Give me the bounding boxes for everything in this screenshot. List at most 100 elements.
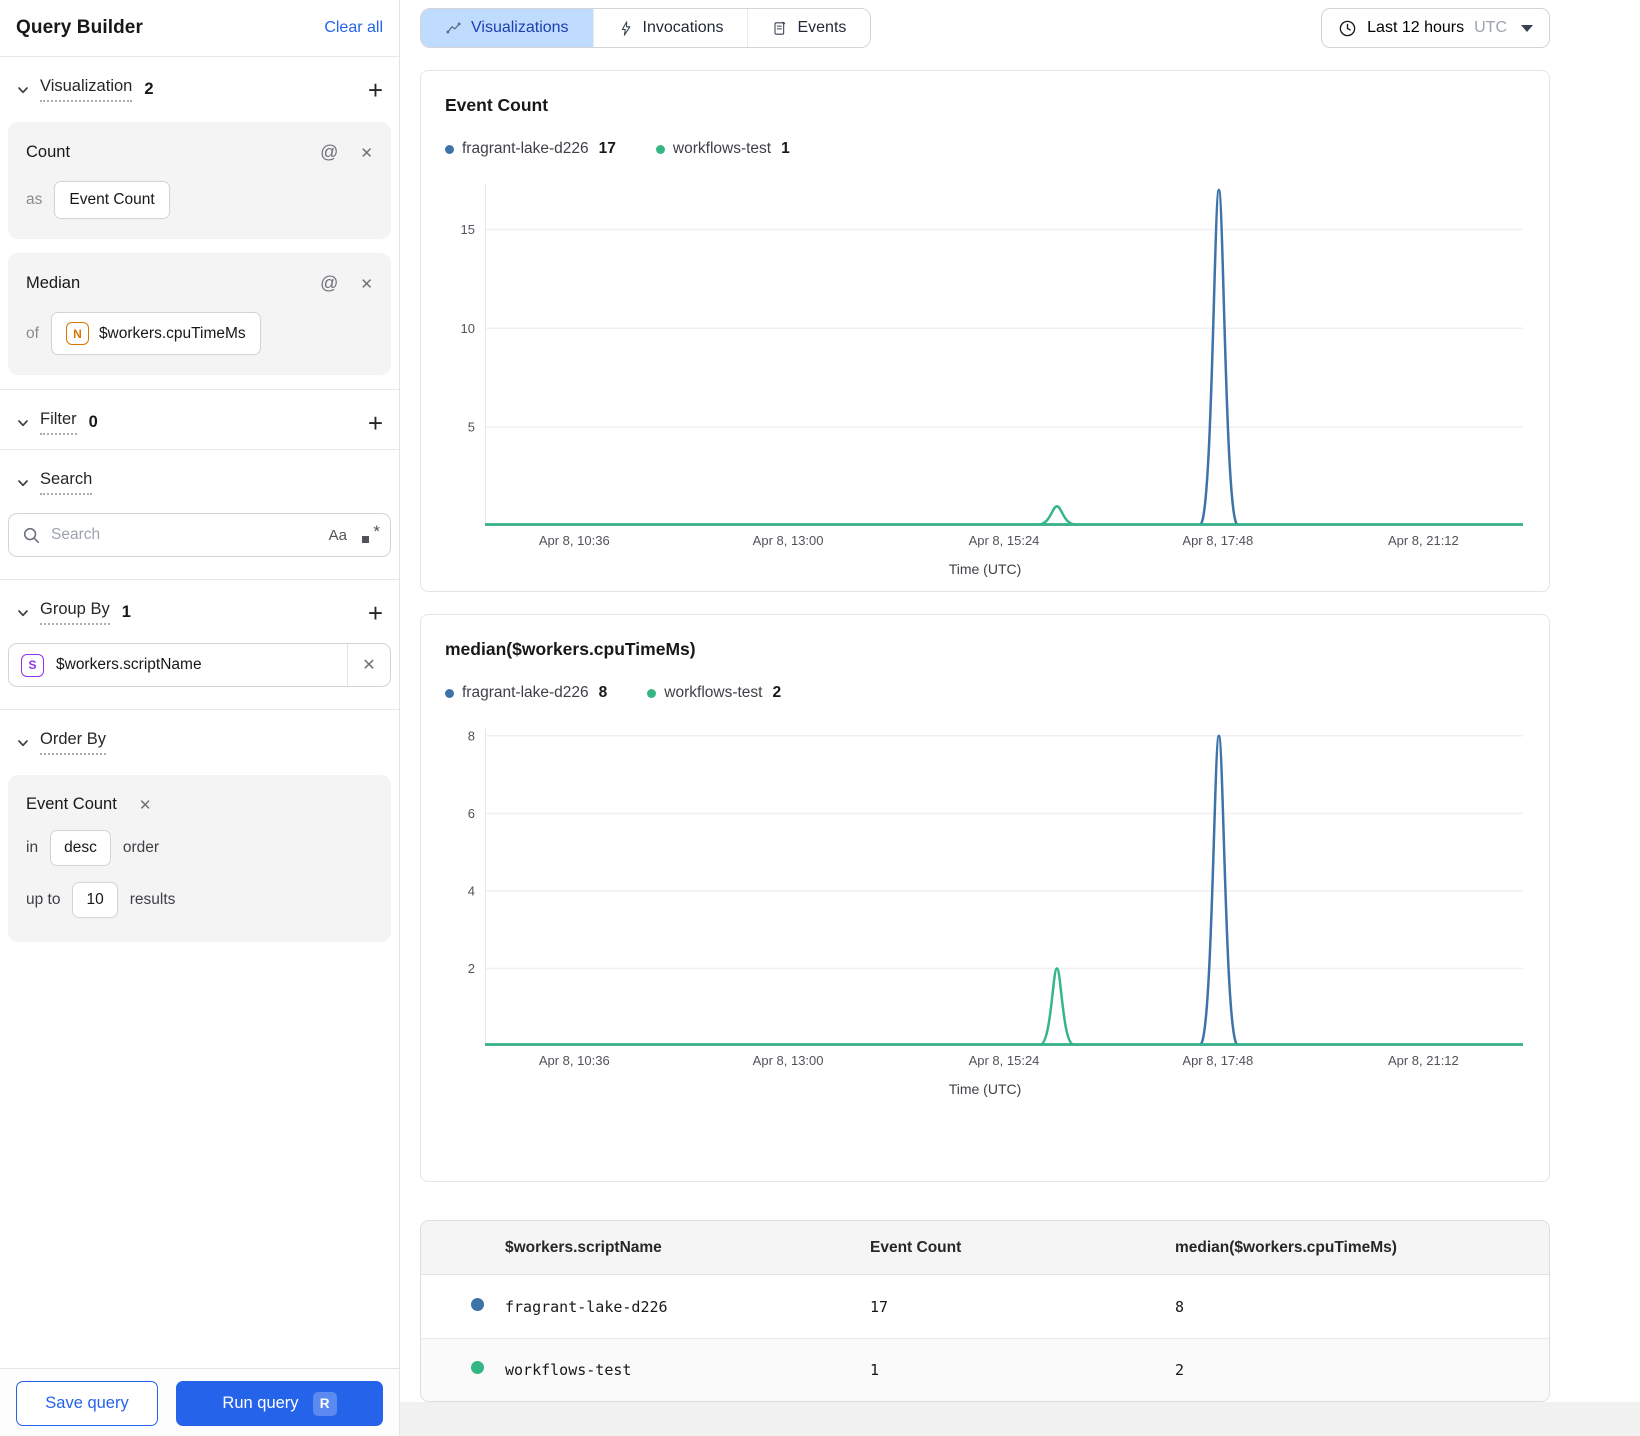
cell-median: 8 (1175, 1297, 1185, 1316)
results-table: $workers.scriptName Event Count median($… (420, 1220, 1550, 1402)
sidebar-footer: Save query Run query R (0, 1368, 399, 1436)
chart-line-icon (446, 21, 461, 33)
tab-events[interactable]: Events (747, 9, 871, 47)
table-header-row: $workers.scriptName Event Count median($… (421, 1221, 1549, 1275)
x-axis-title: Time (UTC) (948, 561, 1022, 577)
column-script-name: $workers.scriptName (505, 1238, 662, 1256)
svg-text:Apr 8, 17:48: Apr 8, 17:48 (1182, 533, 1253, 548)
chevron-down-icon[interactable] (16, 83, 30, 97)
x-axis-title: Time (UTC) (948, 1081, 1022, 1097)
result-limit-input[interactable]: 10 (72, 882, 118, 918)
of-label: of (26, 324, 39, 342)
svg-text:Apr 8, 17:48: Apr 8, 17:48 (1182, 1053, 1253, 1068)
svg-text:5: 5 (468, 420, 475, 435)
tab-events-label: Events (797, 19, 847, 36)
chevron-down-icon[interactable] (16, 476, 30, 490)
chevron-down-icon[interactable] (16, 736, 30, 750)
match-case-icon[interactable]: Aa (328, 526, 347, 544)
page-bottom-strip (400, 1402, 1640, 1436)
mention-icon[interactable]: @ (320, 142, 339, 162)
group-by-section-label: Group By (40, 600, 110, 625)
timezone-label: UTC (1474, 19, 1507, 36)
tab-invocations[interactable]: Invocations (592, 9, 748, 47)
order-label: order (122, 839, 160, 856)
run-query-label: Run query (222, 1394, 299, 1412)
median-chart: 2 4 6 8 Apr 8, 10:36 Apr 8, 13:00 Apr 8, 15:24… (445, 728, 1525, 1077)
order-direction-select[interactable]: desc (50, 830, 111, 866)
sidebar-header: Query Builder Clear all (0, 0, 399, 57)
add-group-by-button[interactable]: + (367, 597, 383, 628)
svg-text:Apr 8, 13:00: Apr 8, 13:00 (753, 533, 824, 548)
up-to-label: up to (26, 891, 61, 908)
filter-section-label: Filter (40, 410, 77, 435)
order-by-section-label: Order By (40, 730, 107, 755)
median-field-value[interactable]: N $workers.cpuTimeMs (50, 312, 261, 355)
count-card-title: Count (26, 143, 71, 161)
svg-text:4: 4 (468, 883, 475, 898)
divider (0, 389, 399, 390)
cell-median: 2 (1175, 1361, 1185, 1379)
search-field-wrap: Aa * (8, 513, 391, 557)
remove-count-icon[interactable]: ✕ (360, 144, 373, 162)
table-row[interactable]: workflows-test 1 2 (421, 1338, 1549, 1401)
legend-item[interactable]: fragrant-lake-d226 17 (445, 140, 616, 158)
events-doc-icon (774, 21, 786, 35)
event-count-chart-card: Event Count fragrant-lake-d226 17 workflow… (420, 70, 1550, 592)
median-card-title: Median (26, 274, 81, 292)
table-row[interactable]: fragrant-lake-d226 17 8 (421, 1275, 1549, 1338)
number-type-icon: N (65, 322, 89, 345)
svg-text:2: 2 (468, 961, 475, 976)
run-query-button[interactable]: Run query R (176, 1381, 383, 1426)
search-section-label: Search (40, 470, 93, 495)
remove-group-by-icon[interactable]: ✕ (362, 657, 376, 674)
svg-text:10: 10 (461, 321, 475, 336)
save-query-button[interactable]: Save query (16, 1381, 158, 1426)
svg-text:15: 15 (461, 222, 475, 237)
count-alias-value[interactable]: Event Count (54, 181, 170, 219)
lightning-icon (621, 20, 630, 36)
column-event-count: Event Count (870, 1238, 962, 1256)
order-by-card: Event Count ✕ in desc order up to 10 res… (8, 775, 391, 942)
main-content: Visualizations Invocations Events (400, 0, 1640, 1436)
cell-event-count: 1 (870, 1361, 880, 1379)
divider (0, 579, 399, 580)
legend-item[interactable]: workflows-test 2 (647, 684, 781, 702)
divider (0, 449, 399, 450)
time-range-selector[interactable]: Last 12 hours UTC (1321, 8, 1550, 48)
chevron-down-icon[interactable] (16, 606, 30, 620)
chart-legend: fragrant-lake-d226 17 workflows-test 1 (445, 140, 1525, 158)
chevron-down-icon[interactable] (16, 416, 30, 430)
as-label: as (26, 191, 43, 208)
legend-item[interactable]: workflows-test 1 (655, 140, 790, 158)
remove-median-icon[interactable]: ✕ (360, 275, 373, 293)
tab-visualizations[interactable]: Visualizations (421, 9, 593, 47)
clear-all-button[interactable]: Clear all (324, 19, 383, 36)
group-by-item[interactable]: S $workers.scriptName ✕ (8, 643, 391, 687)
page-title: Query Builder (16, 17, 143, 38)
in-label: in (26, 839, 39, 856)
legend-item[interactable]: fragrant-lake-d226 8 (445, 684, 607, 702)
legend-dot (647, 688, 657, 698)
add-visualization-button[interactable]: + (367, 74, 383, 105)
divider (347, 644, 348, 686)
string-type-icon: S (21, 653, 44, 677)
group-by-field-name: $workers.scriptName (56, 656, 202, 673)
remove-order-by-icon[interactable]: ✕ (138, 796, 152, 814)
search-section-header: Search (0, 450, 399, 509)
clock-icon (1339, 20, 1356, 36)
column-median: median($workers.cpuTimeMs) (1175, 1238, 1397, 1256)
search-input[interactable] (8, 513, 391, 557)
cell-script-name: workflows-test (505, 1361, 632, 1379)
svg-text:6: 6 (468, 806, 475, 821)
regex-icon[interactable]: * (361, 522, 380, 544)
time-range-label: Last 12 hours (1367, 19, 1465, 36)
legend-dot (445, 144, 454, 154)
visualization-section-label: Visualization (40, 77, 133, 102)
main-header: Visualizations Invocations Events (420, 8, 1550, 48)
svg-text:Apr 8, 10:36: Apr 8, 10:36 (539, 533, 610, 548)
mention-icon[interactable]: @ (320, 273, 339, 293)
add-filter-button[interactable]: + (367, 407, 383, 438)
filter-section-header: Filter 0 + (0, 390, 399, 449)
svg-text:Apr 8, 21:12: Apr 8, 21:12 (1388, 533, 1459, 548)
divider (0, 709, 399, 710)
